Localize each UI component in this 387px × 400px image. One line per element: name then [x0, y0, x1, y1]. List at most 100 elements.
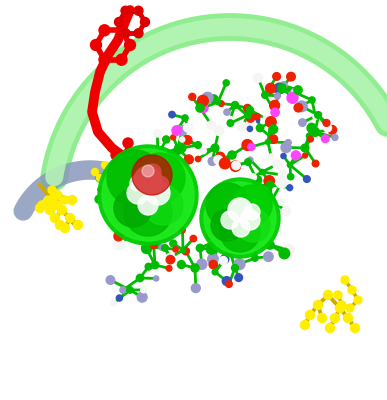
Circle shape [262, 92, 268, 98]
Circle shape [123, 162, 133, 172]
Circle shape [285, 140, 291, 146]
Circle shape [279, 248, 289, 259]
Circle shape [325, 324, 334, 332]
Circle shape [219, 158, 230, 169]
Circle shape [139, 213, 147, 222]
Circle shape [300, 320, 310, 330]
Circle shape [124, 188, 172, 236]
Circle shape [99, 195, 110, 206]
Circle shape [143, 153, 152, 162]
Circle shape [264, 176, 274, 186]
Circle shape [247, 157, 253, 162]
Circle shape [108, 192, 114, 198]
Circle shape [120, 175, 126, 180]
Circle shape [269, 154, 274, 159]
Circle shape [216, 152, 225, 162]
Circle shape [248, 143, 255, 150]
Circle shape [247, 246, 253, 252]
Circle shape [266, 120, 271, 126]
Circle shape [253, 74, 262, 82]
Circle shape [151, 231, 156, 237]
Circle shape [211, 209, 243, 241]
Circle shape [244, 245, 253, 255]
Circle shape [245, 159, 252, 165]
Circle shape [226, 281, 232, 288]
Circle shape [244, 204, 260, 220]
Circle shape [172, 126, 182, 135]
Circle shape [312, 160, 319, 167]
Circle shape [324, 124, 332, 132]
Circle shape [128, 206, 138, 216]
Circle shape [332, 134, 338, 140]
Circle shape [136, 274, 144, 282]
Circle shape [127, 182, 149, 204]
Circle shape [309, 97, 315, 103]
Circle shape [91, 168, 99, 176]
Circle shape [108, 169, 118, 179]
Circle shape [228, 198, 252, 222]
Circle shape [321, 135, 329, 142]
Circle shape [328, 126, 337, 134]
Circle shape [96, 174, 104, 182]
Circle shape [50, 200, 60, 210]
Circle shape [117, 182, 123, 188]
Circle shape [130, 175, 146, 191]
Circle shape [180, 228, 185, 233]
Circle shape [98, 187, 104, 192]
Circle shape [128, 206, 133, 212]
Circle shape [197, 259, 207, 269]
Circle shape [227, 120, 234, 126]
Circle shape [273, 160, 281, 168]
Circle shape [175, 148, 182, 154]
Circle shape [173, 247, 178, 252]
Circle shape [116, 295, 122, 301]
Circle shape [222, 277, 231, 286]
Circle shape [95, 195, 103, 203]
Circle shape [180, 137, 185, 142]
Circle shape [140, 18, 149, 26]
Circle shape [348, 286, 356, 294]
Circle shape [116, 25, 127, 36]
Circle shape [240, 219, 250, 228]
Circle shape [230, 161, 241, 171]
Circle shape [242, 140, 253, 150]
Circle shape [154, 130, 161, 137]
Circle shape [294, 104, 303, 112]
Circle shape [247, 114, 255, 122]
Circle shape [219, 227, 229, 236]
Circle shape [182, 248, 189, 255]
Circle shape [121, 29, 130, 38]
Circle shape [281, 142, 291, 152]
Circle shape [137, 208, 147, 218]
Circle shape [151, 261, 159, 269]
Circle shape [208, 157, 216, 166]
Circle shape [200, 148, 206, 154]
Circle shape [114, 232, 123, 241]
Circle shape [158, 164, 164, 170]
Circle shape [61, 196, 69, 204]
Circle shape [266, 178, 272, 184]
Circle shape [305, 310, 315, 320]
Circle shape [142, 165, 154, 177]
Circle shape [255, 117, 260, 122]
Circle shape [113, 215, 122, 224]
Circle shape [234, 259, 245, 270]
Circle shape [323, 120, 330, 126]
Circle shape [206, 183, 250, 227]
Circle shape [169, 257, 175, 262]
Circle shape [265, 194, 270, 200]
Circle shape [220, 255, 229, 263]
Circle shape [118, 204, 124, 210]
Circle shape [209, 260, 217, 269]
Circle shape [46, 204, 54, 212]
Circle shape [315, 112, 321, 118]
Circle shape [145, 263, 152, 270]
Circle shape [121, 6, 130, 15]
Circle shape [98, 145, 198, 245]
Circle shape [214, 126, 224, 135]
Circle shape [277, 198, 284, 205]
Circle shape [256, 124, 264, 132]
Circle shape [263, 115, 271, 123]
Circle shape [183, 136, 192, 145]
Circle shape [274, 83, 284, 94]
